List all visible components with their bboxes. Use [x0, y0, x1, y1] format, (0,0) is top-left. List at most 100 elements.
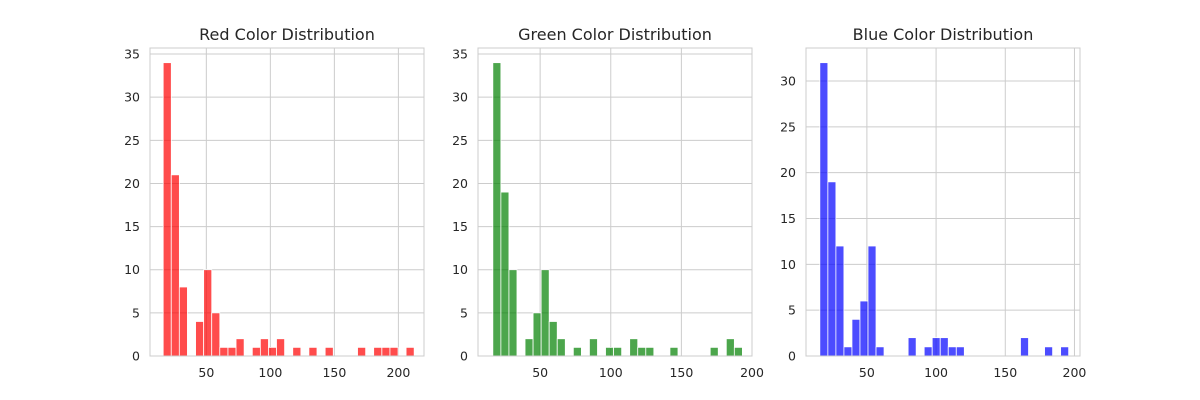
- red-bar: [357, 346, 367, 357]
- green-bar: [492, 62, 502, 357]
- blue-xtick-label: 200: [1063, 365, 1087, 380]
- red-chart-title: Red Color Distribution: [199, 25, 375, 44]
- green-chart-title: Green Color Distribution: [518, 25, 712, 44]
- red-bar: [170, 174, 180, 357]
- red-xtick-label: 200: [386, 365, 410, 380]
- blue-bar: [859, 300, 869, 357]
- red-bar: [259, 338, 269, 357]
- blue-bar: [947, 346, 957, 357]
- green-bar: [733, 346, 743, 357]
- green-bar: [524, 338, 534, 357]
- blue-ytick-label: 30: [780, 74, 796, 89]
- red-xtick-label: 150: [322, 365, 346, 380]
- blue-bar: [819, 62, 829, 357]
- blue-xtick-label: 150: [993, 365, 1017, 380]
- green-xtick-label: 100: [599, 365, 623, 380]
- green-ytick-label: 35: [452, 47, 468, 62]
- red-bar: [162, 62, 172, 357]
- red-bar: [178, 286, 188, 357]
- blue-chart-title: Blue Color Distribution: [853, 25, 1034, 44]
- green-bar: [613, 346, 623, 357]
- blue-histogram: 0 5 10 15 20 25 30 50 100 150 200 Blue Color Distri…: [780, 25, 1086, 380]
- red-bar: [195, 321, 205, 357]
- green-bar: [709, 346, 719, 357]
- green-histogram: 0 5 10 15 20 25 30 35 50 100 150 200 Green Color Dis…: [452, 25, 764, 380]
- green-bar: [500, 191, 510, 357]
- red-bar: [276, 338, 286, 357]
- red-bar: [203, 269, 213, 357]
- green-bar: [637, 346, 647, 357]
- green-xtick-label: 50: [532, 365, 548, 380]
- red-ytick-label: 0: [132, 349, 140, 364]
- red-bar: [268, 346, 277, 357]
- red-bar: [308, 346, 318, 357]
- red-bar: [235, 338, 245, 357]
- red-bar: [389, 346, 399, 357]
- blue-ytick-label: 5: [788, 303, 796, 318]
- red-bar: [251, 346, 261, 357]
- red-histogram: 0 5 10 15 20 25 30 35 50 100 150 200 Red Color Distr…: [124, 25, 425, 380]
- blue-ytick-label: 15: [780, 211, 796, 226]
- green-ytick-label: 20: [452, 176, 468, 191]
- blue-bar: [851, 318, 861, 357]
- blue-ytick-label: 10: [780, 257, 796, 272]
- red-ytick-label: 35: [124, 47, 140, 62]
- blue-bar: [907, 337, 917, 357]
- green-ytick-label: 30: [452, 90, 468, 105]
- green-bar: [556, 338, 566, 357]
- red-bar: [373, 346, 383, 357]
- blue-bar: [931, 337, 941, 357]
- green-ytick-label: 10: [452, 262, 468, 277]
- blue-bar: [939, 337, 949, 357]
- red-bar: [381, 346, 391, 357]
- red-ytick-label: 15: [124, 219, 140, 234]
- red-bar: [292, 346, 302, 357]
- red-plot-frame: [149, 47, 425, 357]
- red-ytick-label: 10: [124, 262, 140, 277]
- green-plot-frame: [477, 47, 753, 357]
- blue-bar: [867, 245, 877, 357]
- blue-xtick-label: 50: [859, 365, 875, 380]
- green-bar: [645, 346, 655, 357]
- green-ytick-label: 0: [460, 349, 468, 364]
- blue-bar: [843, 346, 853, 357]
- green-bar: [589, 338, 598, 357]
- green-ytick-label: 5: [460, 305, 468, 320]
- green-bar: [605, 346, 614, 357]
- red-bar: [405, 346, 415, 357]
- green-bar: [508, 269, 518, 357]
- blue-bar: [1020, 337, 1029, 357]
- green-xtick-label: 200: [740, 365, 764, 380]
- green-ytick-label: 25: [452, 133, 468, 148]
- red-bar: [211, 312, 221, 357]
- blue-bar: [827, 181, 837, 357]
- red-bar: [324, 346, 334, 357]
- blue-bar: [923, 346, 933, 357]
- red-xtick-label: 50: [198, 365, 214, 380]
- red-bar: [227, 346, 237, 357]
- blue-bar: [955, 346, 965, 357]
- blue-bar: [875, 346, 885, 357]
- green-bar: [572, 346, 582, 357]
- green-xtick-label: 150: [669, 365, 693, 380]
- green-ytick-label: 15: [452, 219, 468, 234]
- blue-bar: [835, 245, 845, 357]
- red-ytick-label: 20: [124, 176, 140, 191]
- green-bar: [725, 338, 735, 357]
- blue-bar: [1060, 346, 1070, 357]
- red-ytick-label: 5: [132, 305, 140, 320]
- blue-xtick-label: 100: [924, 365, 948, 380]
- green-bar: [629, 338, 639, 357]
- red-ytick-label: 25: [124, 133, 140, 148]
- blue-ytick-label: 25: [780, 119, 796, 134]
- green-bar: [669, 346, 679, 357]
- green-bar: [532, 312, 542, 357]
- blue-ytick-label: 20: [780, 165, 796, 180]
- green-bar: [540, 269, 550, 357]
- blue-ytick-label: 0: [788, 349, 796, 364]
- red-ytick-label: 30: [124, 90, 140, 105]
- blue-plot-frame: [805, 47, 1081, 357]
- red-bar: [219, 346, 229, 357]
- red-xtick-label: 100: [258, 365, 282, 380]
